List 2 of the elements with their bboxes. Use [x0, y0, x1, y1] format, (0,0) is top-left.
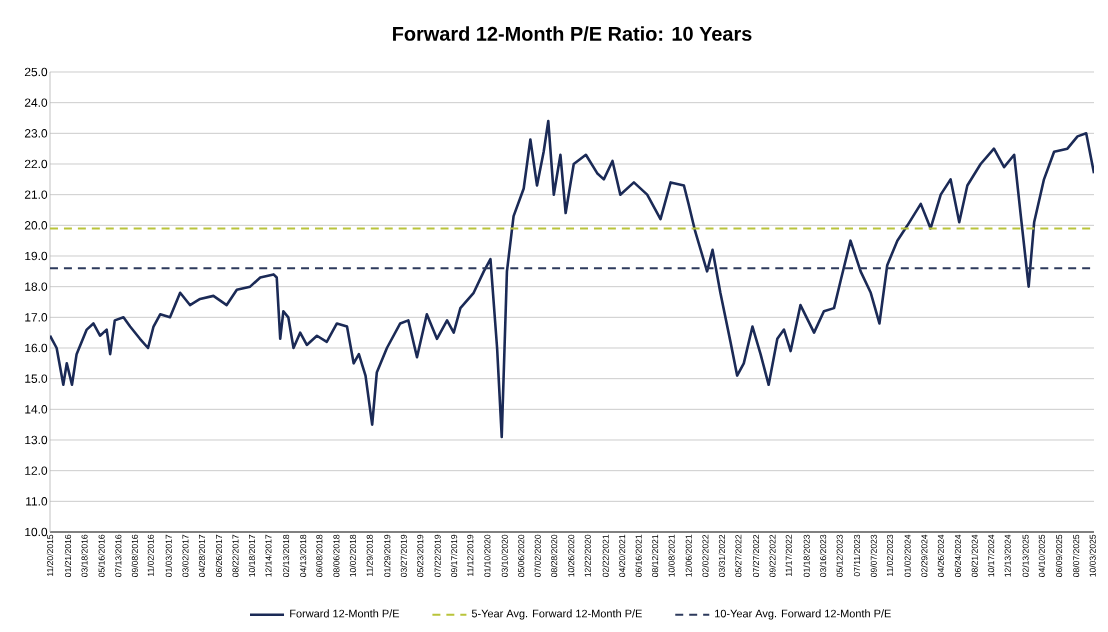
chart-title: Forward 12-Month P/E Ratio: 10 Years — [393, 26, 752, 42]
line-series — [50, 119, 1095, 439]
